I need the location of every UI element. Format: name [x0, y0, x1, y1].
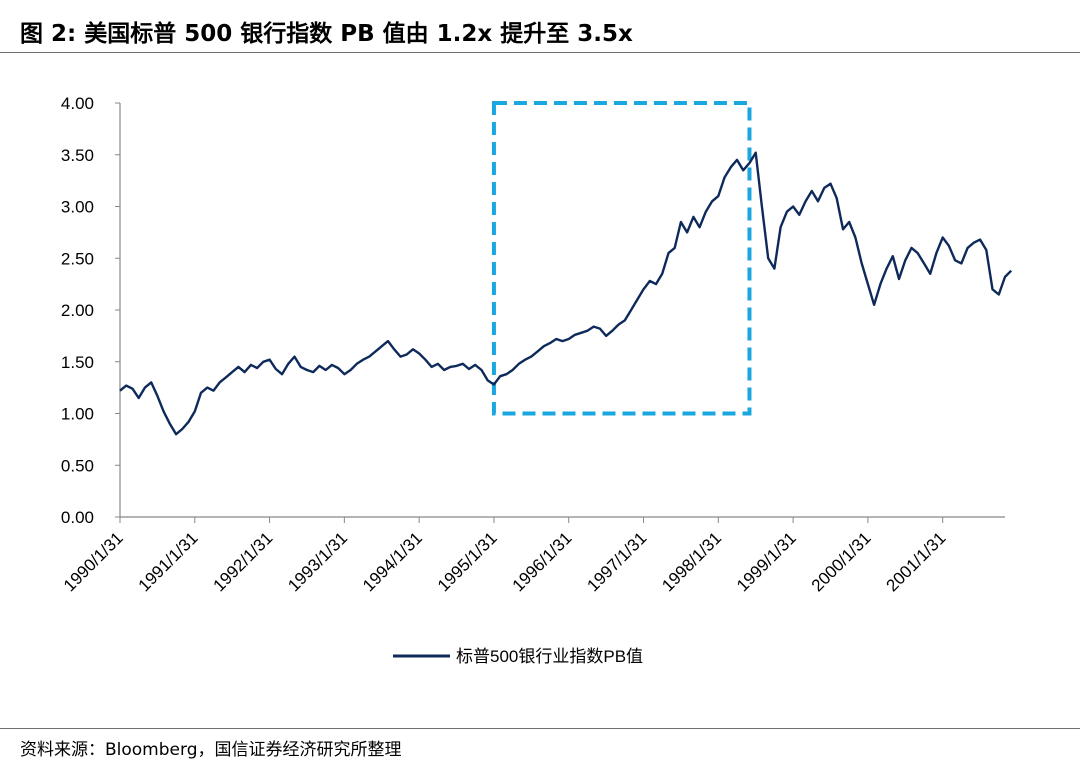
y-tick-label: 0.00: [61, 508, 94, 527]
pb-line-chart: 0.00 0.50 1.00 1.50 2.00 2.50 3.00 3.50 4.00 1990…: [60, 94, 1013, 666]
highlight-dashed-box: [491, 101, 752, 416]
x-tick-label: 1992/1/31: [209, 528, 276, 595]
x-tick-label: 1990/1/31: [60, 528, 127, 595]
y-tick-label: 2.50: [61, 249, 94, 268]
y-tick-label: 1.50: [61, 353, 94, 372]
series-layer: [119, 151, 1013, 436]
x-tick-label: 2001/1/31: [883, 528, 950, 595]
source-note: 资料来源：Bloomberg，国信证券经济研究所整理: [20, 740, 402, 760]
x-tick-label: 1998/1/31: [658, 528, 725, 595]
legend-label: 标普500银行业指数PB值: [456, 647, 643, 666]
y-tick-label: 2.00: [61, 301, 94, 320]
chart-area: 0.00 0.50 1.00 1.50 2.00 2.50 3.00 3.50 4.00 1990…: [0, 56, 1080, 716]
top-divider: [0, 52, 1080, 53]
x-tick-label: 1994/1/31: [359, 528, 426, 595]
axes-layer: 0.00 0.50 1.00 1.50 2.00 2.50 3.00 3.50 4.00 1990…: [60, 94, 1005, 595]
annotation-layer: [491, 101, 752, 416]
x-tick-label: 1995/1/31: [434, 528, 501, 595]
series-line: [119, 151, 1013, 436]
y-tick-label: 3.00: [61, 198, 94, 217]
x-tick-label: 1996/1/31: [509, 528, 576, 595]
x-tick-label: 1999/1/31: [733, 528, 800, 595]
x-tick-label: 1993/1/31: [284, 528, 351, 595]
figure-title: 图 2: 美国标普 500 银行指数 PB 值由 1.2x 提升至 3.5x: [20, 21, 633, 47]
x-tick-label: 1991/1/31: [135, 528, 202, 595]
y-tick-label: 3.50: [61, 146, 94, 165]
y-tick-label: 1.00: [61, 405, 94, 424]
x-tick-label: 2000/1/31: [808, 528, 875, 595]
legend-layer: 标普500银行业指数PB值: [393, 647, 643, 666]
x-tick-label: 1997/1/31: [583, 528, 650, 595]
y-tick-label: 4.00: [61, 94, 94, 113]
bottom-divider: [0, 728, 1080, 729]
y-tick-label: 0.50: [61, 456, 94, 475]
